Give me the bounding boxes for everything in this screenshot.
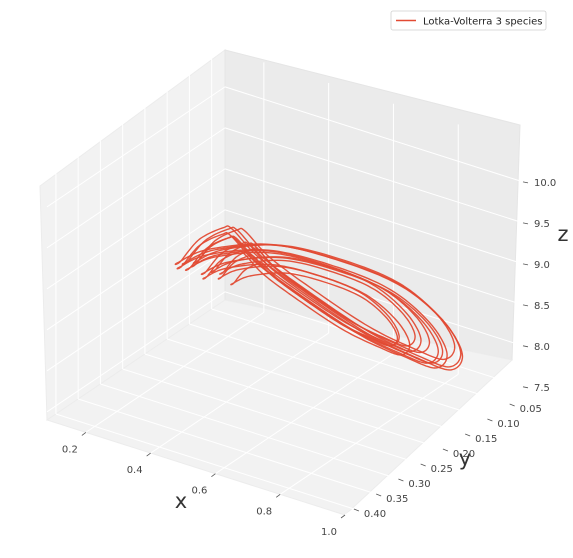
legend-label: Lotka-Volterra 3 species [423, 17, 542, 28]
grid-line-y [189, 323, 488, 420]
y-tick-label: 0.05 [520, 404, 542, 415]
trajectory-line [202, 250, 411, 356]
x-tick-label: 0.8 [256, 506, 272, 517]
y-tick-label: 0.10 [497, 419, 519, 430]
trajectory-line [219, 247, 416, 347]
z-tick-mark [522, 345, 529, 348]
grid-lines [46, 59, 524, 516]
z-tick-label: 8.5 [534, 301, 550, 312]
y-tick-mark [465, 433, 471, 437]
trajectory-line [230, 261, 399, 347]
y-tick-mark [376, 493, 382, 497]
tick-labels: 0.20.40.60.81.00.050.100.150.200.250.300… [62, 178, 556, 538]
x-tick-mark [275, 494, 281, 498]
y-tick-label: 0.15 [475, 434, 497, 445]
y-tick-mark [442, 448, 449, 452]
x-tick-label: 1.0 [321, 527, 337, 538]
grid-line-y [144, 353, 444, 450]
x-tick-mark [211, 473, 216, 478]
grid-line-y [77, 398, 377, 495]
z-tick-label: 7.5 [534, 383, 550, 394]
y-tick-label: 0.20 [453, 449, 475, 460]
z-tick-mark [522, 181, 529, 184]
grid-line-z [46, 168, 226, 290]
y-axis-label: y [459, 446, 471, 470]
trajectory-line [190, 235, 422, 352]
x-tick-mark [340, 514, 346, 519]
trajectory [174, 225, 464, 371]
legend: Lotka-Volterra 3 species [390, 10, 547, 31]
z-tick-mark [522, 222, 529, 225]
x-axis-label: x [175, 489, 187, 513]
x-tick-label: 0.2 [62, 444, 78, 455]
x-tick-label: 0.4 [127, 465, 143, 476]
grid-line-z [224, 127, 524, 224]
y-tick-mark [353, 508, 360, 512]
x-tick-mark [81, 432, 87, 436]
grid-line-z [46, 250, 226, 372]
grid-line-z [46, 127, 226, 249]
y-tick-label: 0.30 [408, 479, 430, 490]
z-tick-label: 9.5 [534, 219, 550, 230]
grid-line-z [46, 209, 226, 331]
z-tick-mark [522, 304, 529, 307]
grid-line-y [100, 383, 399, 480]
grid-line-z [224, 168, 524, 265]
grid-line-x [344, 394, 524, 516]
z-tick-label: 10.0 [534, 178, 556, 189]
z-tick-label: 9.0 [534, 260, 550, 271]
z-tick-mark [522, 263, 529, 266]
y-tick-label: 0.35 [386, 494, 408, 505]
grid-line-z [46, 291, 226, 413]
grid-line-x [150, 332, 329, 454]
y-tick-mark [398, 478, 404, 482]
grid-line-y [211, 308, 510, 405]
grid-line-z [224, 86, 524, 183]
grid-line-x [279, 373, 459, 495]
y-tick-label: 0.25 [431, 464, 453, 475]
y-tick-mark [487, 418, 493, 422]
y-tick-label: 0.40 [364, 509, 386, 520]
grid-line-z [46, 86, 226, 208]
grid-line-x [85, 311, 265, 433]
z-axis-label: z [557, 222, 568, 246]
x-tick-mark [146, 452, 151, 457]
grid-line-y [55, 413, 355, 510]
grid-line-y [122, 368, 421, 465]
grid-line-z [224, 209, 524, 306]
z-tick-mark [522, 386, 529, 389]
x-tick-label: 0.6 [191, 486, 207, 497]
legend-box [390, 10, 547, 31]
grid-line-y [166, 338, 466, 435]
grid-line-x [215, 353, 394, 475]
y-tick-mark [420, 463, 426, 467]
z-tick-label: 8.0 [534, 342, 550, 353]
y-tick-mark [509, 403, 515, 407]
